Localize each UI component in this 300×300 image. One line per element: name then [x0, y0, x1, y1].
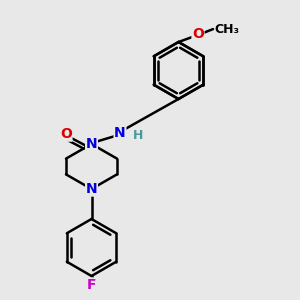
Text: N: N [86, 182, 97, 196]
Text: H: H [133, 129, 143, 142]
Text: N: N [114, 127, 126, 140]
Text: CH₃: CH₃ [214, 22, 239, 36]
Text: O: O [60, 127, 72, 141]
Text: N: N [86, 137, 97, 151]
Text: F: F [87, 278, 96, 292]
Text: O: O [192, 28, 204, 41]
